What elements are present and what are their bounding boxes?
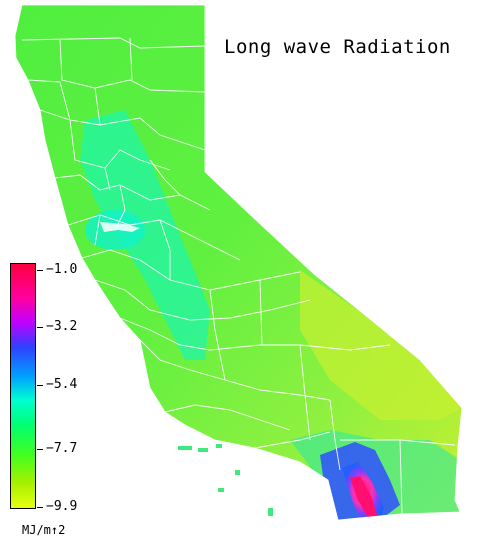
legend-label: −3.2 [46, 319, 78, 334]
legend-tick [37, 507, 43, 508]
legend-tick [37, 327, 43, 328]
legend-tick [37, 449, 43, 450]
legend-label-max: −1.0 [46, 262, 78, 277]
legend-unit-label: MJ/m↑2 [22, 523, 66, 537]
legend-label: −7.7 [46, 441, 78, 456]
san-francisco-bay [100, 222, 140, 232]
county-lines [21, 37, 456, 515]
legend-tick [37, 270, 43, 271]
lowest-radiation-core [350, 476, 378, 518]
central-valley-region [80, 110, 210, 360]
desert-region [300, 270, 462, 420]
legend-tick [37, 385, 43, 386]
channel-islands [178, 444, 273, 516]
legend-color-bar [10, 263, 36, 509]
legend-label-min: −9.9 [46, 499, 78, 514]
legend-label: −5.4 [46, 377, 78, 392]
map-title: Long wave Radiation [224, 36, 451, 58]
